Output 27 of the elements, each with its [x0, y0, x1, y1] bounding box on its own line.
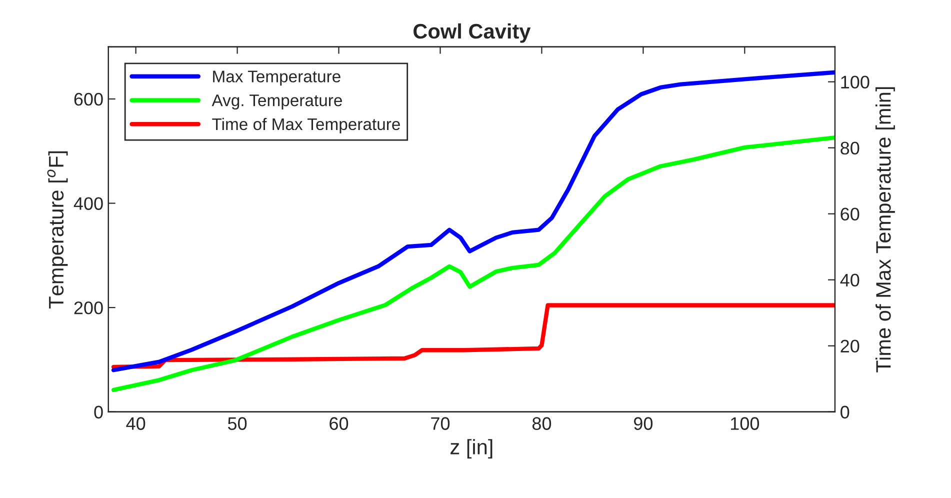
y2-tick-label: 40: [840, 274, 860, 287]
x-tick-label: 100: [730, 417, 760, 430]
legend-label: Time of Max Temperature: [212, 118, 400, 134]
x-tick-label: 90: [634, 417, 653, 430]
y2-tick-label: 100: [841, 76, 870, 89]
x-tick-label: 40: [126, 417, 146, 430]
chart-title: Cowl Cavity: [414, 23, 531, 43]
y2-tick-label: 0: [840, 406, 850, 419]
x-tick-label: 80: [532, 417, 552, 430]
line-series: [111, 135, 835, 392]
y2-tick-label: 20: [840, 340, 860, 353]
y-tick-label: 0: [94, 406, 103, 419]
x-axis-title: z [in]: [450, 439, 492, 459]
x-tick-label: 70: [431, 417, 450, 430]
legend-label: Avg. Temperature: [212, 94, 342, 110]
x-tick-label: 50: [228, 417, 247, 430]
y-tick-label: 200: [74, 301, 103, 314]
line-series: [111, 303, 835, 370]
y2-tick-label: 80: [840, 142, 860, 155]
y2-axis-title: Time of Max Temperature [min]: [876, 87, 895, 372]
y2-tick-label: 60: [840, 208, 860, 221]
y-tick-label: 400: [74, 197, 103, 210]
y-tick-label: 600: [74, 92, 103, 106]
y-axis-title: Temperature [$^{o}$F]: [47, 151, 68, 308]
x-tick-label: 60: [330, 417, 348, 430]
line-series: [111, 70, 835, 372]
legend-label: Max Temperature: [213, 70, 340, 86]
